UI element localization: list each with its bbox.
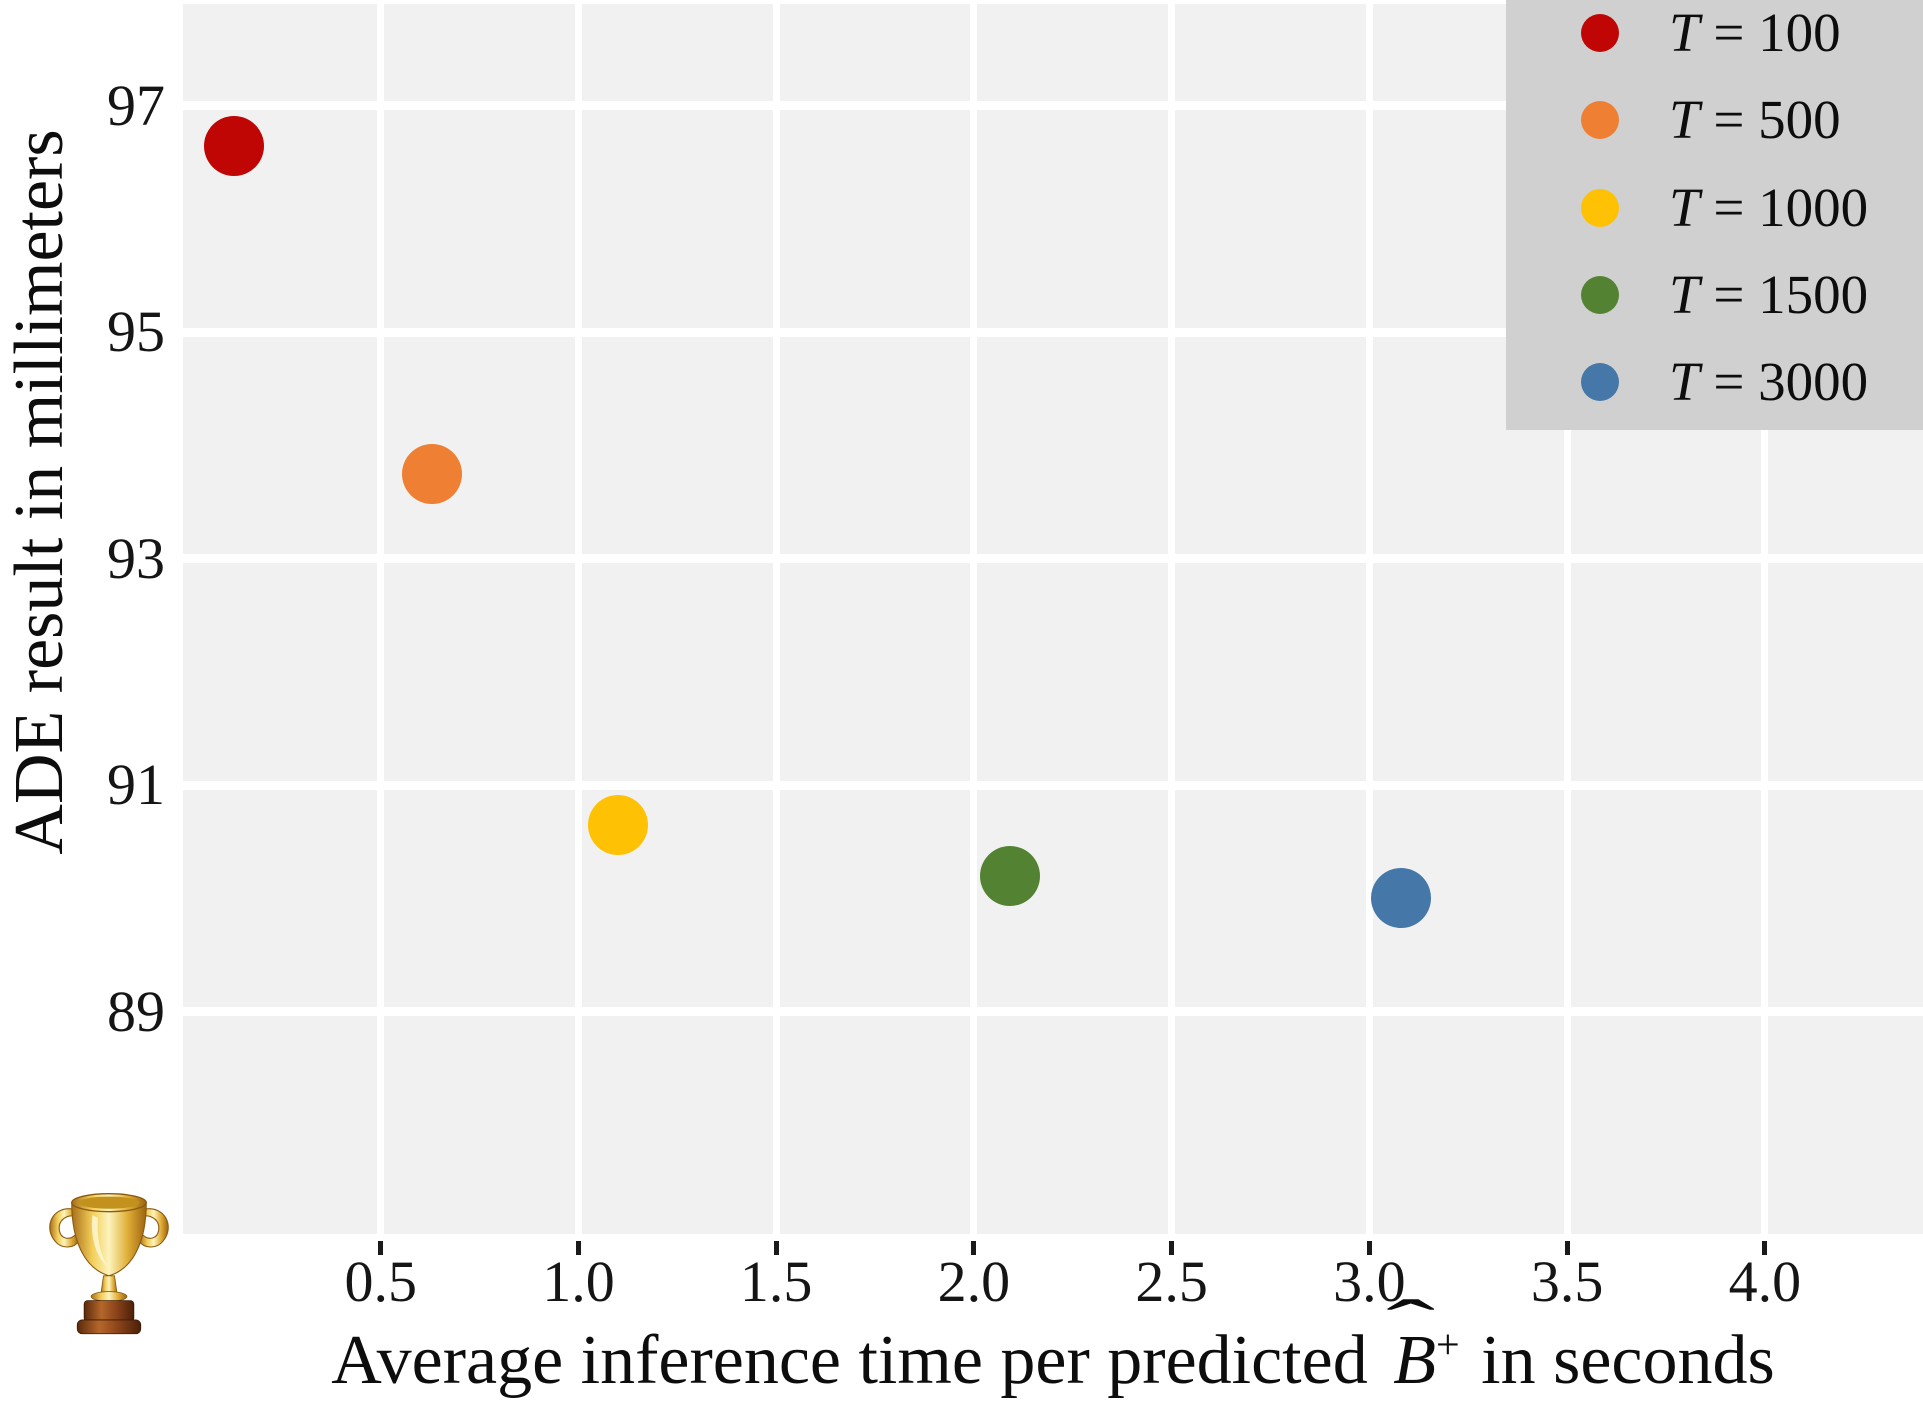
legend-item: T = 500 bbox=[1506, 77, 1923, 163]
legend-item: T = 1000 bbox=[1506, 165, 1923, 251]
vertical-gridline bbox=[1563, 4, 1571, 1238]
b-symbol: B bbox=[1393, 1322, 1436, 1399]
x-tick-mark bbox=[1366, 1241, 1372, 1255]
data-point bbox=[402, 443, 463, 504]
data-point bbox=[588, 794, 648, 855]
y-tick-label: 95 bbox=[107, 299, 165, 365]
horizontal-gridline bbox=[183, 1233, 1923, 1238]
trophy-icon bbox=[49, 1193, 169, 1335]
b-hat-plus-symbol: ˆ B+ bbox=[1386, 1287, 1460, 1404]
legend-marker-icon bbox=[1581, 101, 1619, 140]
vertical-gridline bbox=[1168, 4, 1176, 1238]
data-point bbox=[1371, 868, 1431, 929]
data-point bbox=[979, 845, 1040, 906]
data-point bbox=[204, 115, 265, 176]
vertical-gridline bbox=[377, 4, 385, 1238]
legend-marker-icon bbox=[1581, 14, 1619, 52]
x-axis-title-suffix: in seconds bbox=[1481, 1322, 1775, 1399]
legend-label: T = 3000 bbox=[1669, 351, 1869, 412]
x-tick-mark bbox=[1762, 1241, 1768, 1255]
legend-label: T = 500 bbox=[1669, 89, 1841, 151]
x-tick-label: 0.5 bbox=[344, 1249, 417, 1314]
x-tick-label: 2.5 bbox=[1135, 1249, 1208, 1314]
y-axis-title: ADE result in millimeters bbox=[1, 129, 78, 855]
x-tick-mark bbox=[575, 1241, 581, 1255]
vertical-gridline bbox=[1365, 4, 1373, 1238]
x-tick-mark bbox=[1564, 1241, 1570, 1255]
vertical-gridline bbox=[1761, 4, 1769, 1238]
y-tick-label: 89 bbox=[107, 978, 165, 1044]
hat-accent: ˆ bbox=[1386, 1287, 1436, 1364]
x-tick-label: 1.5 bbox=[739, 1249, 813, 1314]
x-tick-mark bbox=[773, 1241, 779, 1255]
legend: T = 100 T = 500 T = 1000 T = 1500 T = 3000 bbox=[1506, 0, 1923, 430]
legend-label: T = 100 bbox=[1669, 2, 1841, 63]
legend-item: T = 100 bbox=[1506, 0, 1923, 76]
x-tick-label: 3.0 bbox=[1333, 1249, 1406, 1314]
legend-label: T = 1500 bbox=[1669, 263, 1869, 325]
horizontal-gridline bbox=[183, 101, 1923, 111]
x-axis-title-prefix: Average inference time per predicted bbox=[331, 1322, 1368, 1399]
y-tick-label: 97 bbox=[107, 72, 165, 138]
x-tick-label: 3.5 bbox=[1530, 1249, 1604, 1314]
x-tick-label: 1.0 bbox=[542, 1249, 615, 1314]
vertical-gridline bbox=[574, 4, 582, 1238]
x-tick-mark bbox=[378, 1241, 384, 1255]
y-tick-label: 93 bbox=[107, 525, 165, 591]
legend-label: T = 1000 bbox=[1669, 176, 1869, 238]
plus-superscript: + bbox=[1435, 1322, 1460, 1369]
x-axis-title: Average inference time per predicted ˆ B+… bbox=[183, 1287, 1923, 1404]
horizontal-gridline bbox=[183, 780, 1923, 790]
horizontal-gridline bbox=[183, 554, 1923, 564]
vertical-gridline bbox=[970, 4, 978, 1238]
legend-item: T = 1500 bbox=[1506, 252, 1923, 338]
x-tick-label: 2.0 bbox=[937, 1249, 1011, 1314]
vertical-gridline bbox=[772, 4, 780, 1238]
horizontal-gridline bbox=[183, 327, 1923, 337]
legend-item: T = 3000 bbox=[1506, 339, 1923, 425]
x-tick-mark bbox=[1169, 1241, 1175, 1255]
legend-marker-icon bbox=[1581, 188, 1619, 227]
x-tick-mark bbox=[971, 1241, 977, 1255]
legend-marker-icon bbox=[1581, 275, 1619, 314]
y-tick-label: 91 bbox=[107, 752, 165, 818]
legend-marker-icon bbox=[1581, 363, 1619, 401]
x-tick-label: 4.0 bbox=[1728, 1249, 1802, 1314]
horizontal-gridline bbox=[183, 1007, 1923, 1017]
